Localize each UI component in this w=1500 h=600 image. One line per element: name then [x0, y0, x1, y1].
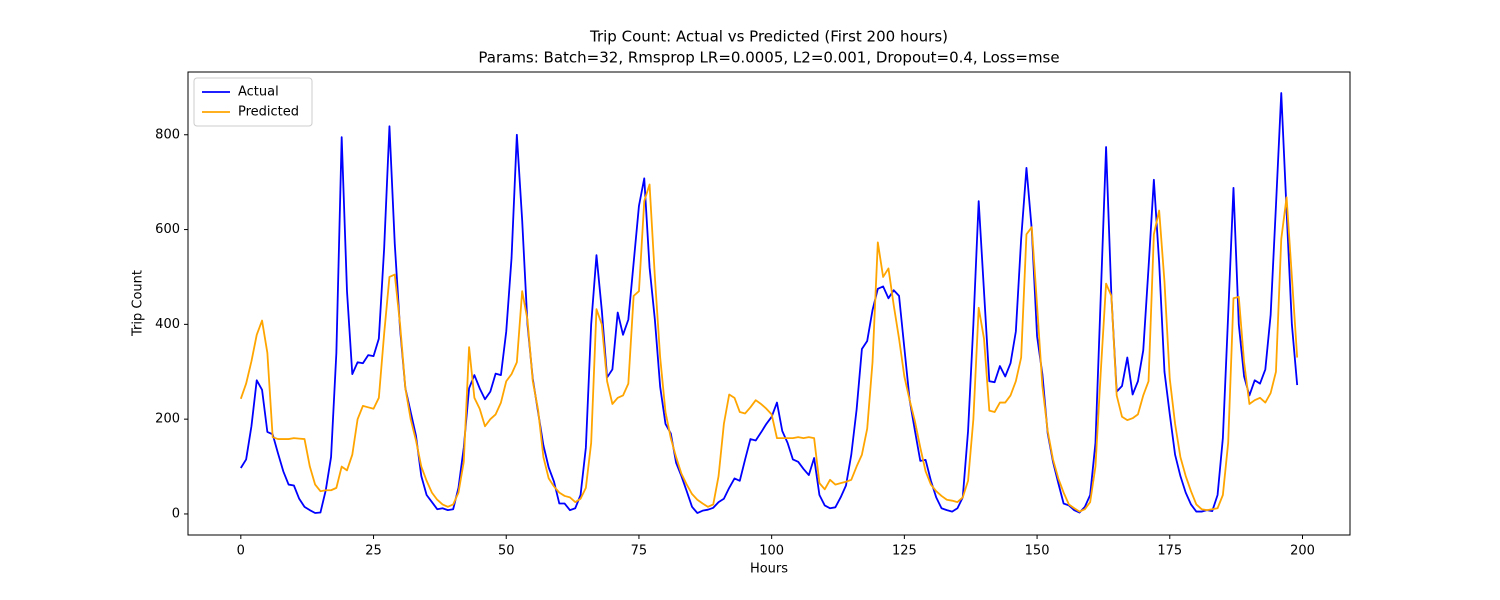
x-tick-label: 0 [237, 544, 245, 559]
x-tick-label: 50 [498, 544, 515, 559]
x-tick-label: 25 [365, 544, 382, 559]
legend-label: Actual [238, 85, 279, 100]
legend-label: Predicted [238, 105, 299, 120]
x-tick-label: 200 [1290, 544, 1315, 559]
legend-box [193, 77, 313, 127]
chart-subtitle: Params: Batch=32, Rmsprop LR=0.0005, L2=… [478, 49, 1059, 67]
y-axis-label: Trip Count [131, 270, 146, 337]
x-tick-label: 125 [892, 544, 917, 559]
series-line [239, 183, 1299, 513]
x-tick-label: 75 [631, 544, 648, 559]
x-tick-label: 175 [1157, 544, 1182, 559]
x-tick-label: 150 [1025, 544, 1050, 559]
x-tick-label: 100 [759, 544, 784, 559]
y-tick-label: 0 [172, 506, 180, 521]
y-tick-label: 800 [155, 127, 180, 142]
y-tick-label: 600 [155, 222, 180, 237]
x-axis-label: Hours [750, 562, 788, 577]
y-tick-label: 400 [155, 317, 180, 332]
chart-title: Trip Count: Actual vs Predicted (First 2… [589, 28, 948, 46]
y-tick-label: 200 [155, 412, 180, 427]
plot-frame [187, 71, 1351, 536]
